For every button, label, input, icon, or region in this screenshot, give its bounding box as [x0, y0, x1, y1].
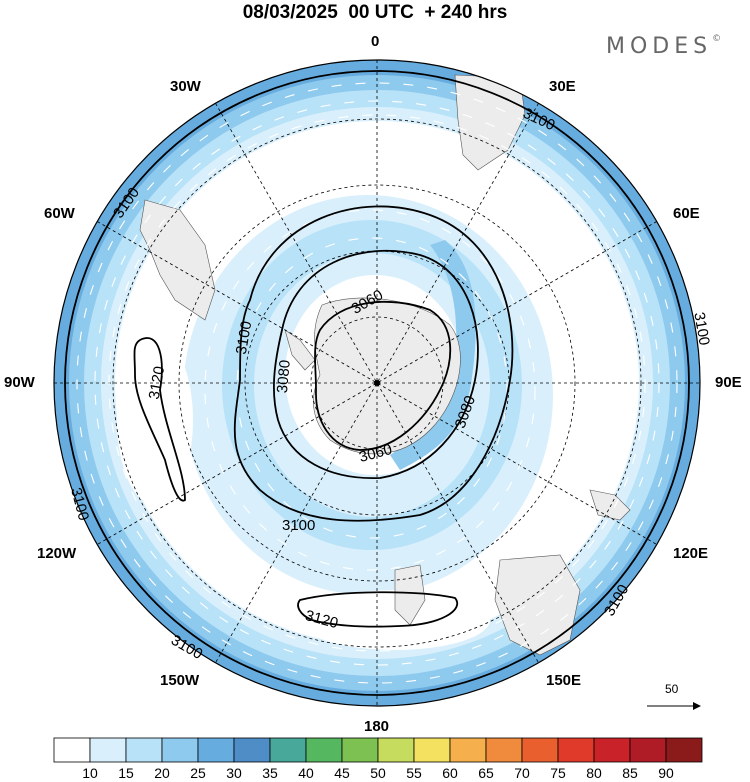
wind-streamlines: [76, 82, 678, 684]
colorbar-tick-label: 10: [82, 765, 98, 781]
colorbar-swatch: [413, 737, 451, 763]
lon-label-180: 180: [364, 718, 390, 735]
colorbar-swatch: [197, 737, 235, 763]
colorbar-swatch: [485, 737, 523, 763]
lon-label-0: 0: [371, 33, 380, 50]
colorbar-swatch: [161, 737, 199, 763]
colorbar-swatch: [665, 737, 703, 763]
colorbar-swatch: [629, 737, 667, 763]
colorbar-tick-label: 35: [262, 765, 278, 781]
brand-name: MODES: [606, 34, 713, 59]
lon-label-90e: 90E: [715, 374, 742, 391]
colorbar-swatch: [449, 737, 487, 763]
lon-label-30e: 30E: [549, 78, 576, 95]
colorbar: [53, 737, 703, 763]
colorbar-tick-label: 40: [298, 765, 314, 781]
lon-label-60w: 60W: [44, 205, 75, 222]
south-pole-marker: [374, 380, 380, 386]
contour-label: 3100: [282, 517, 315, 534]
contour-label: 3120: [146, 365, 169, 401]
lon-label-150e: 150E: [546, 672, 582, 689]
lon-label-150w: 150W: [160, 672, 200, 689]
colorbar-swatch: [53, 737, 91, 763]
geopotential-contours: [64, 70, 690, 696]
colorbar-swatch: [89, 737, 127, 763]
colorbar-tick-label: 45: [334, 765, 350, 781]
colorbar-tick-label: 70: [514, 765, 530, 781]
colorbar-tick-label: 60: [442, 765, 458, 781]
colorbar-swatch: [233, 737, 271, 763]
globe-outline: [53, 59, 701, 707]
reference-vector-label: 50: [665, 682, 679, 696]
colorbar-tick-label: 15: [118, 765, 134, 781]
contour-label: 3080: [274, 359, 294, 394]
colorbar-tick-label: 75: [550, 765, 566, 781]
colorbar-swatch: [269, 737, 307, 763]
lon-label-120w: 120W: [37, 545, 77, 562]
colorbar-tick-label: 85: [622, 765, 638, 781]
colorbar-tick-label: 50: [370, 765, 386, 781]
colorbar-swatch: [593, 737, 631, 763]
colorbar-tick-label: 55: [406, 765, 422, 781]
colorbar-swatch: [557, 737, 595, 763]
colorbar-tick-label: 25: [190, 765, 206, 781]
colorbar-tick-label: 65: [478, 765, 494, 781]
colorbar-swatch: [305, 737, 343, 763]
brand-logo: MODES©: [606, 34, 721, 59]
lon-label-120e: 120E: [673, 545, 709, 562]
colorbar-tick-label: 20: [154, 765, 170, 781]
colorbar-tick-label: 30: [226, 765, 242, 781]
contour-label: 3100: [690, 311, 713, 347]
colorbar-swatch: [125, 737, 163, 763]
brand-mark: ©: [712, 34, 722, 44]
colorbar-swatch: [377, 737, 415, 763]
lon-label-90w: 90W: [4, 374, 35, 391]
colorbar-swatch: [521, 737, 559, 763]
colorbar-tick-label: 90: [658, 765, 674, 781]
contour-label: 3100: [233, 320, 256, 356]
colorbar-swatch: [341, 737, 379, 763]
lon-label-30w: 30W: [170, 78, 201, 95]
map-title: 08/03/2025 00 UTC + 240 hrs: [242, 2, 508, 23]
lon-label-60e: 60E: [673, 205, 700, 222]
colorbar-tick-label: 80: [586, 765, 602, 781]
